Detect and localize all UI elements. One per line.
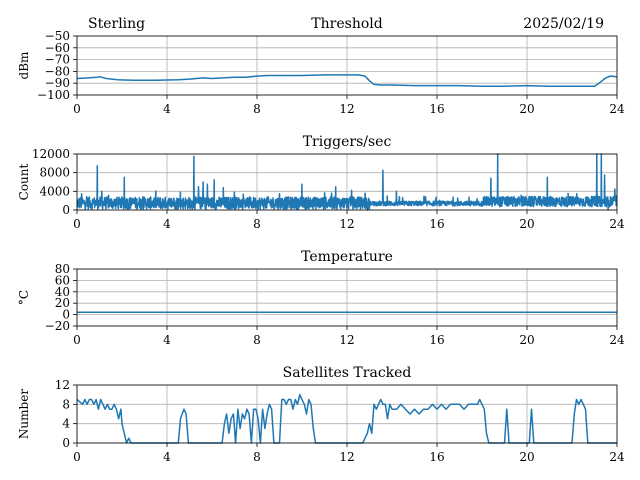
threshold-ytick-label: −50 — [45, 29, 70, 43]
date-label: 2025/02/19 — [523, 16, 604, 32]
temperature-ytick-label: 0 — [62, 308, 70, 322]
triggers-series-line — [77, 153, 617, 211]
triggers-xtick-label: 24 — [609, 217, 625, 231]
satellites-title: Satellites Tracked — [283, 365, 412, 381]
threshold-xtick-label: 20 — [519, 102, 534, 116]
triggers-ytick-label: 4000 — [39, 184, 70, 198]
satellites-xtick-label: 4 — [163, 450, 171, 464]
threshold-title: Threshold — [311, 16, 382, 32]
satellites-xtick-label: 24 — [609, 450, 625, 464]
temperature-ytick-label: 80 — [55, 262, 70, 276]
threshold-ytick-label: −100 — [37, 88, 70, 102]
temperature-xtick-label: 24 — [609, 333, 625, 347]
station-label: Sterling — [88, 16, 145, 32]
threshold-xtick-label: 16 — [429, 102, 444, 116]
triggers-xtick-label: 12 — [339, 217, 354, 231]
threshold-ylabel: dBm — [17, 51, 31, 80]
temperature-xtick-label: 4 — [163, 333, 171, 347]
temperature-xtick-label: 8 — [253, 333, 261, 347]
threshold-xtick-label: 8 — [253, 102, 261, 116]
temperature-ytick-label: 60 — [55, 273, 70, 287]
temperature-title: Temperature — [301, 249, 393, 265]
triggers-ylabel: Count — [17, 163, 31, 200]
temperature-xtick-label: 16 — [429, 333, 444, 347]
satellites-xtick-label: 8 — [253, 450, 261, 464]
threshold-ytick-label: −70 — [45, 53, 70, 67]
triggers-title: Triggers/sec — [303, 134, 392, 150]
triggers-xtick-label: 20 — [519, 217, 534, 231]
threshold-xtick-label: 24 — [609, 102, 625, 116]
temperature-ytick-label: 20 — [55, 296, 70, 310]
temperature-ylabel: °C — [17, 290, 31, 305]
satellites-ylabel: Number — [17, 389, 31, 439]
satellites-panel: 0 4 8 12 16 20 24 0 4 8 12 Satellites Tracked Number — [17, 365, 625, 464]
triggers-xtick-label: 16 — [429, 217, 444, 231]
satellites-ytick-label: 12 — [55, 378, 70, 392]
threshold-ytick-label: −80 — [45, 64, 70, 78]
triggers-xtick-label: 0 — [73, 217, 81, 231]
triggers-xtick-label: 8 — [253, 217, 261, 231]
triggers-ytick-label: 12000 — [32, 147, 70, 161]
temperature-ytick-label: 40 — [55, 285, 70, 299]
satellites-xtick-label: 0 — [73, 450, 81, 464]
threshold-panel: 0 4 8 12 16 20 24 −100−90−80−70−60−50 Threshold d… — [17, 16, 625, 116]
temperature-xtick-label: 20 — [519, 333, 534, 347]
temperature-ytick-label: −20 — [45, 319, 70, 333]
triggers-ytick-label: 0 — [62, 203, 70, 217]
threshold-xtick-label: 12 — [339, 102, 354, 116]
satellites-xtick-label: 16 — [429, 450, 444, 464]
threshold-xtick-label: 4 — [163, 102, 171, 116]
threshold-ytick-label: −90 — [45, 76, 70, 90]
triggers-xtick-label: 4 — [163, 217, 171, 231]
satellites-series-line — [77, 393, 617, 444]
temperature-xtick-label: 12 — [339, 333, 354, 347]
threshold-series-line — [77, 74, 617, 87]
satellites-xtick-label: 12 — [339, 450, 354, 464]
threshold-xtick-label: 0 — [73, 102, 81, 116]
temperature-xtick-label: 0 — [73, 333, 81, 347]
satellites-xtick-label: 20 — [519, 450, 534, 464]
threshold-ytick-label: −60 — [45, 41, 70, 55]
satellites-ytick-label: 8 — [62, 397, 70, 411]
satellites-ytick-label: 0 — [62, 436, 70, 450]
triggers-ytick-label: 8000 — [39, 166, 70, 180]
triggers-panel: 0 4 8 12 16 20 24 0 4000 8000 12000 Triggers/sec Cou… — [17, 134, 625, 231]
satellites-ytick-label: 4 — [62, 417, 70, 431]
